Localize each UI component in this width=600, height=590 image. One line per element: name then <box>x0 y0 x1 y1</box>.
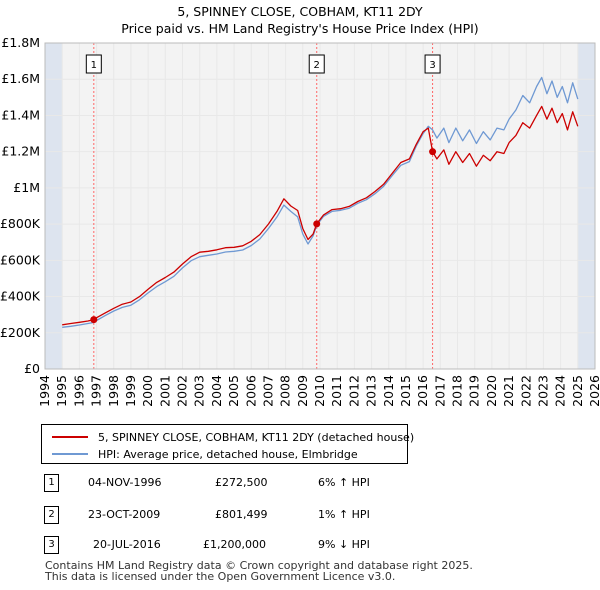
x-tick-label: 2002 <box>175 375 190 407</box>
y-tick-label: £1.6M <box>1 71 40 86</box>
sale-price: £1,200,000 <box>203 538 266 551</box>
sale-hpi-diff: 1% ↑ HPI <box>318 508 370 521</box>
sale-label-box <box>424 54 441 74</box>
x-tick-label: 2024 <box>553 375 568 407</box>
sale-date: 20-JUL-2016 <box>93 538 161 551</box>
x-tick-label: 2011 <box>329 375 344 407</box>
y-tick-label: £1M <box>13 180 40 195</box>
sale-hpi-diff: 6% ↑ HPI <box>318 476 370 489</box>
y-tick-label: £400K <box>0 289 41 304</box>
property-price-line <box>62 105 579 326</box>
x-tick-label: 2019 <box>467 375 482 407</box>
hpi-line <box>62 76 579 328</box>
x-tick-label: 2003 <box>192 375 207 407</box>
legend-swatch-property <box>52 436 88 438</box>
sale-marker <box>429 148 437 156</box>
x-tick-label: 2009 <box>295 375 310 407</box>
sale-number-badge: 2 <box>44 506 59 524</box>
sale-number-badge: 1 <box>44 474 59 492</box>
x-tick-label: 2021 <box>501 375 516 407</box>
footer-attribution: Contains HM Land Registry data © Crown c… <box>45 560 473 582</box>
x-tick-label: 2015 <box>398 375 413 407</box>
x-tick-label: 1995 <box>54 375 69 407</box>
sale-date: 04-NOV-1996 <box>88 476 162 489</box>
x-tick-label: 1999 <box>123 375 138 407</box>
x-tick-label: 1994 <box>37 375 52 407</box>
x-tick-label: 2014 <box>381 375 396 407</box>
footer-line-1: Contains HM Land Registry data © Crown c… <box>45 559 473 572</box>
sale-marker <box>313 220 321 228</box>
table-row: 1 04-NOV-1996 £272,500 6% ↑ HPI <box>0 474 600 494</box>
x-tick-label: 2004 <box>209 375 224 407</box>
legend-swatch-hpi <box>52 453 88 455</box>
x-tick-label: 1998 <box>106 375 121 407</box>
sale-date: 23-OCT-2009 <box>88 508 161 521</box>
x-tick-label: 2025 <box>570 375 585 407</box>
x-tick-label: 2008 <box>278 375 293 407</box>
x-tick-label: 1996 <box>71 375 86 407</box>
sale-price: £272,500 <box>215 476 268 489</box>
x-tick-label: 2006 <box>243 375 258 407</box>
x-tick-label: 2000 <box>140 375 155 407</box>
x-tick-label: 2001 <box>157 375 172 407</box>
plot-frame <box>44 42 596 370</box>
y-tick-label: £0 <box>24 361 40 376</box>
shaded-region <box>577 43 595 369</box>
y-tick-label: £1.8M <box>1 35 40 50</box>
table-row: 3 20-JUL-2016 £1,200,000 9% ↓ HPI <box>0 536 600 556</box>
sale-number-badge: 3 <box>44 536 59 554</box>
sale-label-box <box>308 54 325 74</box>
x-tick-label: 2007 <box>260 375 275 407</box>
y-tick-label: £1.4M <box>1 107 40 122</box>
legend-entry-property: 5, SPINNEY CLOSE, COBHAM, KT11 2DY (deta… <box>52 428 414 446</box>
sale-label-number: 1 <box>91 60 97 71</box>
x-tick-label: 2010 <box>312 375 327 407</box>
x-tick-label: 2012 <box>346 375 361 407</box>
legend-label-hpi: HPI: Average price, detached house, Elmb… <box>98 447 358 461</box>
sale-hpi-diff: 9% ↓ HPI <box>318 538 370 551</box>
sale-label-number: 3 <box>429 60 435 71</box>
legend-label-property: 5, SPINNEY CLOSE, COBHAM, KT11 2DY (deta… <box>98 430 415 444</box>
price-chart: 5, SPINNEY CLOSE, COBHAM, KT11 2DY Price… <box>0 4 600 407</box>
chart-title: 5, SPINNEY CLOSE, COBHAM, KT11 2DY <box>177 4 423 19</box>
footer-line-2: This data is licensed under the Open Gov… <box>45 570 396 583</box>
table-row: 2 23-OCT-2009 £801,499 1% ↑ HPI <box>0 506 600 526</box>
sale-label-box <box>85 54 102 74</box>
x-tick-label: 2005 <box>226 375 241 407</box>
sale-label-number: 2 <box>314 60 320 71</box>
x-tick-label: 2013 <box>364 375 379 407</box>
chart-subtitle: Price paid vs. HM Land Registry's House … <box>121 21 478 36</box>
x-tick-label: 2022 <box>518 375 533 407</box>
x-tick-label: 1997 <box>89 375 104 407</box>
legend-entry-hpi: HPI: Average price, detached house, Elmb… <box>52 445 358 463</box>
y-tick-label: £600K <box>0 252 41 267</box>
x-tick-label: 2018 <box>450 375 465 407</box>
x-tick-label: 2020 <box>484 375 499 407</box>
chart-legend: 5, SPINNEY CLOSE, COBHAM, KT11 2DY (deta… <box>41 424 414 464</box>
x-tick-label: 2026 <box>587 375 600 407</box>
y-tick-label: £200K <box>0 325 41 340</box>
sale-price: £801,499 <box>215 508 268 521</box>
y-tick-label: £1.2M <box>1 144 40 159</box>
x-tick-label: 2016 <box>415 375 430 407</box>
x-tick-label: 2023 <box>535 375 550 407</box>
y-tick-label: £800K <box>0 216 41 231</box>
shaded-region <box>45 43 63 369</box>
sale-marker <box>90 316 98 324</box>
x-tick-label: 2017 <box>432 375 447 407</box>
